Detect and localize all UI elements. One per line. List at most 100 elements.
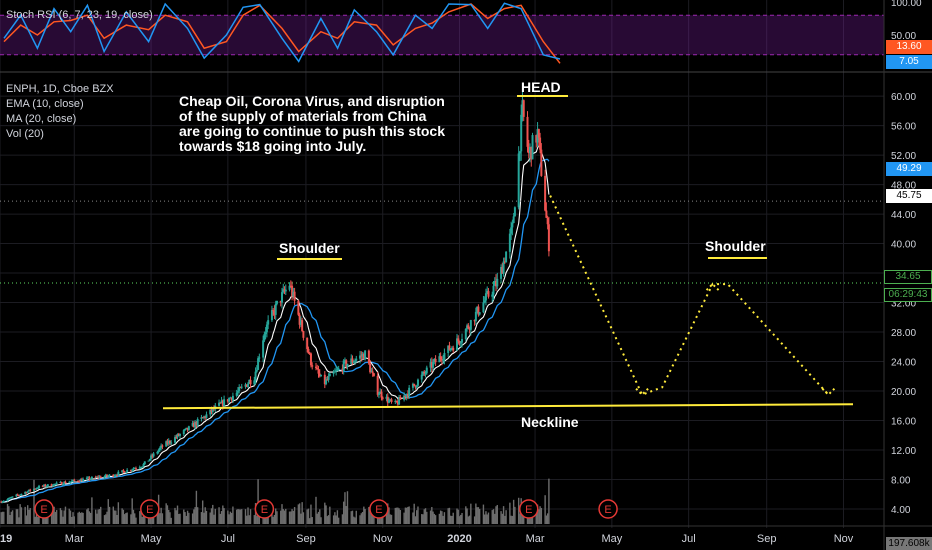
- candle-body: [449, 348, 452, 351]
- candle-body: [132, 468, 135, 470]
- candle-body: [50, 484, 53, 486]
- price-tick-label: 8.00: [891, 475, 911, 486]
- volume-bar: [320, 517, 322, 524]
- candle-body: [342, 360, 345, 371]
- volume-bar: [354, 517, 356, 524]
- price-tick-label: 12.00: [891, 446, 916, 457]
- candle-body: [369, 363, 372, 373]
- volume-bar: [487, 512, 490, 524]
- candle-body: [367, 350, 370, 364]
- candle-body: [168, 440, 171, 443]
- candle-body: [36, 488, 39, 490]
- volume-bar: [237, 509, 239, 524]
- volume-bar: [227, 510, 229, 524]
- candle-body: [24, 492, 27, 494]
- candle-body: [73, 479, 76, 481]
- candle-body: [443, 352, 446, 360]
- candle-body: [238, 387, 241, 391]
- volume-bar: [505, 510, 507, 524]
- volume-bar: [73, 516, 75, 524]
- volume-bar: [351, 510, 354, 524]
- candle-body: [535, 135, 538, 143]
- volume-bar: [491, 510, 493, 524]
- candle-body: [205, 414, 208, 418]
- candle-body: [275, 300, 278, 304]
- candle-body: [253, 380, 256, 385]
- candle-body: [179, 434, 182, 436]
- candle-body: [505, 251, 508, 263]
- candle-body: [82, 478, 85, 482]
- candle-body: [152, 453, 155, 457]
- candle-body: [270, 310, 273, 321]
- candle-body: [399, 396, 402, 400]
- volume-bar: [361, 511, 364, 524]
- candle-body: [291, 285, 294, 297]
- volume-bar: [324, 502, 326, 524]
- volume-bar: [113, 510, 116, 524]
- candle-body: [97, 476, 100, 478]
- candle-body: [263, 334, 266, 341]
- volume-bar: [210, 508, 213, 524]
- candle-body: [442, 359, 445, 361]
- time-axis: 2019 Mar May Jul Sep Nov 2020 Mar May Jul Sep Nov: [0, 533, 854, 545]
- candle-body: [376, 375, 379, 395]
- volume-bar: [311, 517, 313, 524]
- volume-bar: [485, 511, 487, 524]
- volume-bar: [10, 511, 13, 524]
- volume-bar: [254, 502, 257, 524]
- price-tick-label: 52.00: [891, 151, 916, 162]
- candle-body: [61, 484, 64, 486]
- candle-body: [530, 147, 533, 160]
- candle-body: [223, 399, 226, 407]
- volume-bar: [37, 516, 39, 524]
- volume-bar: [249, 509, 252, 524]
- volume-bar: [176, 505, 179, 524]
- candle-body: [432, 361, 435, 368]
- candle-body: [201, 417, 204, 419]
- countdown-label: 06:29:43: [884, 288, 932, 302]
- candle-body: [360, 355, 363, 357]
- candle-body: [273, 310, 276, 315]
- candle-body: [113, 475, 116, 477]
- candle-body: [85, 477, 88, 479]
- candle-body: [202, 416, 205, 418]
- volume-bar: [528, 515, 530, 524]
- candle-body: [236, 390, 239, 393]
- volume-bar: [86, 509, 88, 524]
- candle-body: [546, 217, 549, 225]
- volume-bar: [369, 508, 371, 524]
- volume-bar: [213, 514, 215, 524]
- volume-bar: [214, 508, 216, 524]
- candle-body: [194, 421, 197, 428]
- volume-bar: [510, 515, 512, 524]
- candle-body: [520, 114, 523, 152]
- candle-body: [282, 289, 285, 293]
- candle-body: [209, 409, 212, 415]
- volume-bar: [434, 515, 437, 524]
- candle-body: [94, 476, 97, 478]
- candle-body: [346, 363, 349, 367]
- volume-bar: [283, 510, 286, 524]
- candle-body: [314, 366, 317, 368]
- candle-body: [302, 331, 305, 338]
- volume-bar: [458, 516, 461, 524]
- volume-bar: [360, 513, 363, 524]
- volume-bar: [460, 514, 462, 524]
- candle-body: [254, 371, 257, 381]
- candle-body: [103, 476, 106, 478]
- volume-bar: [325, 505, 327, 524]
- candle-body: [440, 359, 443, 361]
- candle-body: [439, 356, 442, 360]
- volume-bar: [447, 508, 449, 524]
- candle-body: [496, 278, 499, 287]
- volume-bar: [399, 509, 402, 524]
- candle-body: [335, 370, 338, 372]
- volume-bar: [121, 508, 123, 524]
- volume-bar: [97, 509, 99, 524]
- candle-body: [343, 360, 346, 362]
- volume-bar: [1, 511, 4, 524]
- volume-bar: [230, 512, 233, 524]
- volume-bar: [443, 512, 446, 524]
